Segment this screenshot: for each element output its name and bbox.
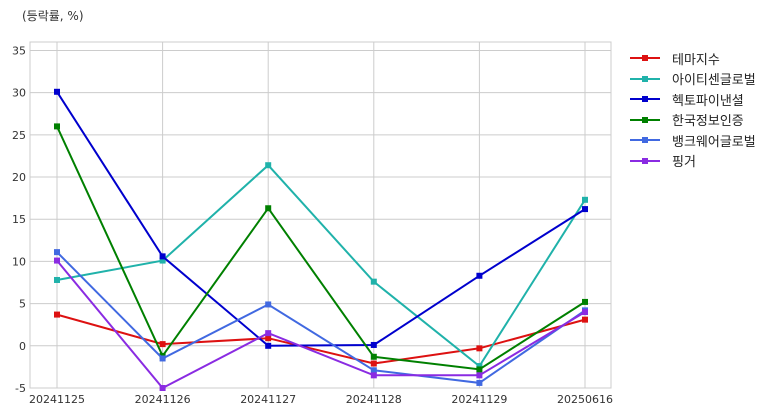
x-tick-label: 20241128: [346, 393, 402, 406]
series-2: [54, 88, 588, 349]
series-3: [54, 123, 588, 373]
series-1: [54, 162, 588, 370]
data-point: [159, 341, 166, 348]
series-line: [56, 259, 586, 390]
data-point: [582, 316, 588, 323]
legend-label: 한국정보인증: [672, 114, 744, 130]
data-point: [370, 360, 377, 367]
legend-label: 헥토파이낸셜: [672, 93, 744, 109]
series-4: [54, 249, 588, 386]
data-point: [370, 341, 377, 348]
series-5: [54, 257, 588, 391]
legend-swatch: [630, 155, 660, 167]
data-point: [54, 88, 60, 95]
data-point: [370, 367, 377, 374]
x-tick-label: 20241125: [29, 393, 85, 406]
legend-swatch: [630, 73, 660, 85]
legend-item: 한국정보인증: [630, 110, 756, 131]
y-tick-label: 25: [12, 129, 26, 142]
data-point: [159, 385, 166, 391]
data-point: [265, 330, 272, 337]
axes: [29, 41, 612, 389]
series-0: [54, 311, 588, 367]
data-point: [265, 301, 272, 308]
legend-item: 핑거: [630, 151, 756, 172]
legend-label: 테마지수: [672, 52, 720, 68]
data-point: [582, 309, 588, 316]
legend-label: 핑거: [672, 155, 696, 171]
x-tick-label: 20241126: [135, 393, 191, 406]
y-tick-label: 15: [12, 213, 26, 226]
series-line: [56, 163, 586, 368]
data-point: [476, 363, 483, 370]
plot-frame: [29, 41, 612, 389]
series-layer: [54, 88, 588, 391]
y-tick-label: 20: [12, 171, 26, 184]
data-point: [582, 206, 588, 213]
y-axis-title: (등락률, %): [22, 9, 84, 23]
data-point: [370, 278, 377, 285]
data-point: [476, 366, 483, 373]
y-tick-label: 0: [19, 340, 26, 353]
data-point: [54, 123, 60, 130]
x-tick-label: 20241129: [451, 393, 507, 406]
data-point: [159, 253, 166, 260]
data-point: [582, 298, 588, 305]
data-point: [54, 276, 60, 283]
legend-swatch: [630, 93, 660, 105]
x-tick-label: 20250616: [557, 393, 613, 406]
data-point: [54, 257, 60, 264]
data-point: [582, 196, 588, 203]
data-point: [370, 372, 377, 379]
legend-item: 헥토파이낸셜: [630, 89, 756, 110]
data-point: [476, 272, 483, 279]
data-point: [476, 372, 483, 379]
legend-label: 아이티센글로벌: [672, 73, 756, 89]
y-tick-label: 10: [12, 255, 26, 268]
y-tick-label: 35: [12, 44, 26, 57]
series-line: [56, 251, 586, 384]
data-point: [265, 162, 272, 169]
y-tick-label: -5: [15, 382, 26, 395]
legend-swatch: [630, 114, 660, 126]
legend-label: 뱅크웨어글로벌: [672, 134, 756, 150]
data-point: [476, 379, 483, 386]
data-point: [159, 355, 166, 362]
y-tick-label: 5: [19, 298, 26, 311]
legend-item: 테마지수: [630, 48, 756, 69]
data-point: [370, 353, 377, 360]
data-point: [54, 311, 60, 318]
y-tick-label: 30: [12, 87, 26, 100]
x-tick-label: 20241127: [240, 393, 296, 406]
data-point: [159, 257, 166, 264]
series-line: [56, 313, 586, 365]
legend-swatch: [630, 134, 660, 146]
tick-labels: -5 0 5 10 15 20 25 30 35 20241125 20241126 20241127…: [12, 44, 613, 406]
series-line: [56, 91, 586, 347]
series-line: [56, 125, 586, 371]
data-point: [476, 345, 483, 352]
data-point: [265, 342, 272, 349]
data-point: [265, 205, 272, 212]
data-point: [54, 249, 60, 256]
data-point: [265, 335, 272, 342]
legend-item: 뱅크웨어글로벌: [630, 130, 756, 151]
legend-swatch: [630, 52, 660, 64]
legend-item: 아이티센글로벌: [630, 69, 756, 90]
